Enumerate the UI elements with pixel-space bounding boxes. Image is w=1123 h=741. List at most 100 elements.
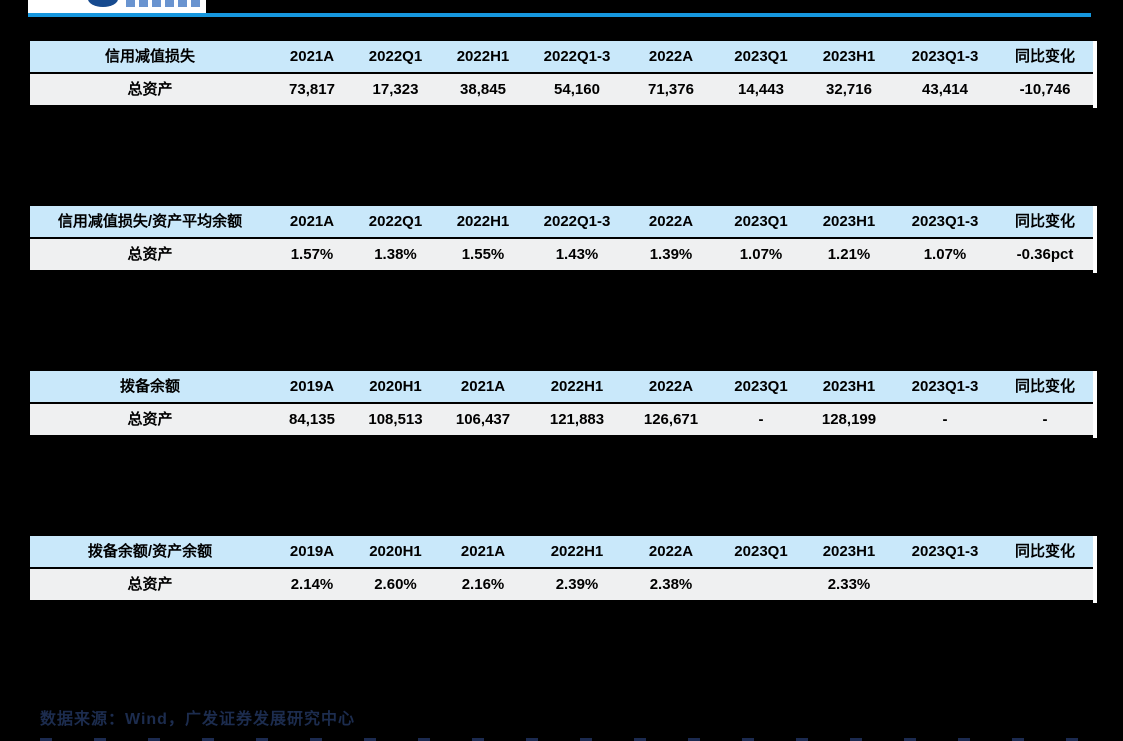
col-header: 2022A: [648, 378, 694, 395]
table-header-row: 信用减值损失 2021A 2022Q1 2022H1 2022Q1-3 2022…: [30, 41, 1093, 72]
table-row: 总资产 2.14% 2.60% 2.16% 2.39% 2.38% 2.33%: [30, 569, 1093, 600]
table-provision-balance: 拨备余额 2019A 2020H1 2021A 2022H1 2022A 202…: [30, 371, 1097, 438]
col-header: 同比变化: [1014, 543, 1075, 560]
cell-value: 106,437: [455, 411, 511, 428]
cell-value: 2.16%: [461, 576, 505, 593]
cell-value: 1.07%: [923, 246, 967, 263]
col-header: 2021A: [289, 213, 335, 230]
cell-value: 2.38%: [649, 576, 693, 593]
gf-securities-logo-clipped: [28, 0, 206, 13]
table-title: 拨备余额/资产余额: [87, 543, 213, 560]
col-header: 2022H1: [456, 48, 510, 65]
col-header: 2022A: [648, 48, 694, 65]
col-header: 2022H1: [550, 543, 604, 560]
col-header: 2023H1: [822, 543, 876, 560]
col-header: 2023Q1: [734, 48, 788, 65]
col-header: 2022Q1-3: [543, 213, 611, 230]
gf-logo-globe-icon: [88, 0, 118, 7]
col-header: 2022H1: [456, 213, 510, 230]
col-header: 2021A: [460, 378, 506, 395]
col-header: 2023Q1-3: [911, 48, 979, 65]
col-header: 同比变化: [1014, 378, 1075, 395]
table-divider: [30, 402, 1093, 404]
cell-value: [717, 569, 805, 600]
table-divider: [30, 567, 1093, 569]
col-header: 2023H1: [822, 48, 876, 65]
col-header: 2023Q1: [734, 378, 788, 395]
col-header: 2022Q1: [368, 213, 423, 230]
cell-value: [997, 569, 1093, 600]
col-header: 同比变化: [1014, 213, 1075, 230]
cell-value: 2.33%: [827, 576, 871, 593]
cell-value: -: [1042, 411, 1048, 428]
col-header: 2023Q1: [734, 543, 788, 560]
cell-value: 1.21%: [827, 246, 871, 263]
col-header: 2019A: [289, 543, 335, 560]
row-label: 总资产: [127, 411, 173, 428]
cell-value: 17,323: [372, 81, 419, 98]
col-header: 2022Q1: [368, 48, 423, 65]
col-header: 2021A: [289, 48, 335, 65]
table-bottom-border: [30, 105, 1093, 108]
clipped-next-line-fragments: [40, 738, 1085, 741]
cell-value: 1.38%: [374, 246, 417, 263]
table-bottom-border: [30, 600, 1093, 603]
row-label: 总资产: [127, 576, 173, 593]
row-label: 总资产: [127, 81, 173, 98]
cell-value: 126,671: [643, 411, 699, 428]
cell-value: 128,199: [821, 411, 877, 428]
col-header: 2022Q1-3: [543, 48, 611, 65]
cell-value: 108,513: [368, 411, 423, 428]
col-header: 2022H1: [550, 378, 604, 395]
table-credit-impairment-loss-ratio: 信用减值损失/资产平均余额 2021A 2022Q1 2022H1 2022Q1…: [30, 206, 1097, 273]
table-bottom-border: [30, 435, 1093, 438]
cell-value: 1.07%: [739, 246, 783, 263]
col-header: 2022A: [648, 213, 694, 230]
table-divider: [30, 237, 1093, 239]
cell-value: 2.60%: [374, 576, 417, 593]
cell-value: [893, 569, 997, 600]
col-header: 2020H1: [369, 543, 422, 560]
cell-value: 121,883: [549, 411, 605, 428]
header-divider-rule: [28, 13, 1091, 17]
cell-value: 1.39%: [649, 246, 693, 263]
table-row: 总资产 84,135 108,513 106,437 121,883 126,6…: [30, 404, 1093, 435]
table-row: 总资产 1.57% 1.38% 1.55% 1.43% 1.39% 1.07% …: [30, 239, 1093, 270]
cell-value: 84,135: [289, 411, 335, 428]
data-source-note: 数据来源：Wind，广发证券发展研究中心: [40, 711, 355, 728]
cell-value: -0.36pct: [1016, 246, 1074, 263]
table-provision-balance-ratio: 拨备余额/资产余额 2019A 2020H1 2021A 2022H1 2022…: [30, 536, 1097, 603]
col-header: 2019A: [289, 378, 335, 395]
col-header: 2021A: [460, 543, 506, 560]
cell-value: 38,845: [460, 81, 506, 98]
cell-value: 2.14%: [290, 576, 334, 593]
table-divider: [30, 72, 1093, 74]
table-header-row: 拨备余额/资产余额 2019A 2020H1 2021A 2022H1 2022…: [30, 536, 1093, 567]
col-header: 2023Q1-3: [911, 378, 979, 395]
cell-value: 54,160: [554, 81, 600, 98]
table-header-row: 信用减值损失/资产平均余额 2021A 2022Q1 2022H1 2022Q1…: [30, 206, 1093, 237]
col-header: 2023Q1: [734, 213, 788, 230]
table-credit-impairment-loss: 信用减值损失 2021A 2022Q1 2022H1 2022Q1-3 2022…: [30, 41, 1097, 108]
col-header: 2022A: [648, 543, 694, 560]
table-title: 信用减值损失: [104, 48, 195, 65]
cell-value: 32,716: [826, 81, 872, 98]
cell-value: -10,746: [1019, 81, 1071, 98]
cell-value: -: [758, 411, 764, 428]
table-title: 拨备余额: [119, 378, 180, 395]
col-header: 2023H1: [822, 213, 876, 230]
col-header: 同比变化: [1014, 48, 1075, 65]
cell-value: -: [942, 411, 948, 428]
cell-value: 2.39%: [555, 576, 599, 593]
cell-value: 1.43%: [555, 246, 599, 263]
cell-value: 43,414: [922, 81, 968, 98]
cell-value: 1.55%: [461, 246, 505, 263]
col-header: 2023Q1-3: [911, 213, 979, 230]
col-header: 2020H1: [369, 378, 422, 395]
cell-value: 71,376: [648, 81, 694, 98]
row-label: 总资产: [127, 246, 173, 263]
table-header-row: 拨备余额 2019A 2020H1 2021A 2022H1 2022A 202…: [30, 371, 1093, 402]
col-header: 2023Q1-3: [911, 543, 979, 560]
table-bottom-border: [30, 270, 1093, 273]
cell-value: 73,817: [289, 81, 335, 98]
